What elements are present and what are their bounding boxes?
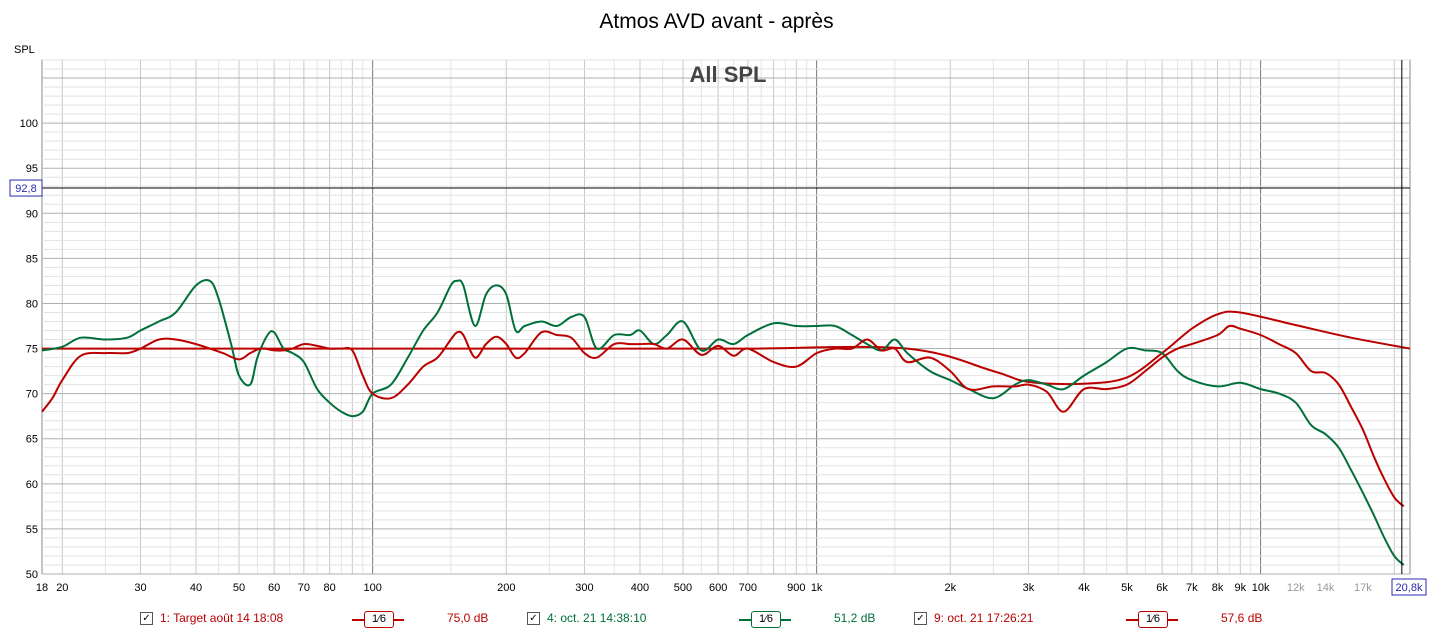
- series-group: [41, 278, 1411, 566]
- y-tick-label: 80: [26, 298, 38, 310]
- y-tick-label: 55: [26, 524, 38, 536]
- x-tick-label: 1k: [811, 582, 823, 594]
- spl-chart[interactable]: 50 55 60 65 70 75 80 85 90 95 100 18 20 30 40 50 60 70 80 1…: [0, 0, 1433, 600]
- plot-area: [41, 59, 1411, 575]
- legend-checkbox[interactable]: ✓: [140, 612, 153, 625]
- plot-title: All SPL: [689, 62, 766, 87]
- x-tick-label: 70: [298, 582, 310, 594]
- y-tick-label: 70: [26, 389, 38, 401]
- smoothing-button[interactable]: 1⁄6: [751, 611, 781, 628]
- y-tick-label: 100: [20, 118, 38, 130]
- y-tick-label: 50: [26, 569, 38, 581]
- x-tick-label: 60: [268, 582, 280, 594]
- x-tick-label: 300: [575, 582, 593, 594]
- x-tick-label: 10k: [1252, 582, 1270, 594]
- x-tick-label: 100: [363, 582, 381, 594]
- smoothing-button[interactable]: 1⁄6: [364, 611, 394, 628]
- x-tick-label: 4k: [1078, 582, 1090, 594]
- x-tick-label: 40: [190, 582, 202, 594]
- x-tick-label: 80: [323, 582, 335, 594]
- cursor-x-box: [1391, 578, 1427, 596]
- legend-item: ✓ 1: Target août 14 18:08 1⁄6 75,0 dB: [140, 611, 520, 628]
- x-tick-label: 900: [787, 582, 805, 594]
- grid: [41, 59, 1411, 575]
- x-tick-label: 400: [631, 582, 649, 594]
- legend-value: 57,6 dB: [1221, 611, 1263, 625]
- cursor-y-box: [9, 179, 43, 197]
- x-tick-label: 18: [36, 582, 48, 594]
- x-tick-label: 600: [709, 582, 727, 594]
- x-tick-label: 20: [56, 582, 68, 594]
- smoothing-button[interactable]: 1⁄6: [1138, 611, 1168, 628]
- chart-title: Atmos AVD avant - après: [599, 10, 834, 33]
- x-tick-label: 3k: [1023, 582, 1035, 594]
- axes: 50 55 60 65 70 75 80 85 90 95 100 18 20 30 40 50 60 70 80 1…: [9, 60, 1427, 596]
- legend-label: 4: oct. 21 14:38:10: [547, 611, 647, 625]
- series-line-2: [41, 278, 1405, 566]
- x-tick-label: 12k: [1287, 582, 1305, 594]
- y-tick-label: 85: [26, 253, 38, 265]
- x-tick-label: 2k: [944, 582, 956, 594]
- legend-checkbox[interactable]: ✓: [914, 612, 927, 625]
- x-tick-label: 5k: [1121, 582, 1133, 594]
- legend-item: ✓ 9: oct. 21 17:26:21 1⁄6 57,6 dB: [914, 611, 1294, 628]
- x-tick-label: 200: [497, 582, 515, 594]
- series-line-3: [41, 324, 1405, 508]
- x-tick-label: 14k: [1317, 582, 1335, 594]
- y-axis-label: SPL: [14, 44, 35, 56]
- x-tick-label: 8k: [1212, 582, 1224, 594]
- y-tick-label: 65: [26, 434, 38, 446]
- y-tick-label: 90: [26, 208, 38, 220]
- y-tick-label: 60: [26, 479, 38, 491]
- x-tick-label: 6k: [1156, 582, 1168, 594]
- series-line-1: [42, 310, 1411, 386]
- legend-label: 1: Target août 14 18:08: [160, 611, 284, 625]
- x-tick-label: 9k: [1234, 582, 1246, 594]
- legend-item: ✓ 4: oct. 21 14:38:10 1⁄6 51,2 dB: [527, 611, 907, 628]
- x-tick-label: 30: [134, 582, 146, 594]
- legend-label: 9: oct. 21 17:26:21: [934, 611, 1034, 625]
- legend-checkbox[interactable]: ✓: [527, 612, 540, 625]
- y-tick-label: 95: [26, 163, 38, 175]
- x-tick-label: 17k: [1354, 582, 1372, 594]
- x-tick-label: 500: [674, 582, 692, 594]
- legend-value: 51,2 dB: [834, 611, 876, 625]
- legend-value: 75,0 dB: [447, 611, 489, 625]
- x-tick-label: 7k: [1186, 582, 1198, 594]
- y-tick-label: 75: [26, 344, 38, 356]
- cursor-y-label: 92,8: [15, 183, 36, 195]
- cursor-x-label: 20,8k: [1396, 582, 1423, 594]
- x-tick-label: 50: [233, 582, 245, 594]
- x-tick-label: 700: [739, 582, 757, 594]
